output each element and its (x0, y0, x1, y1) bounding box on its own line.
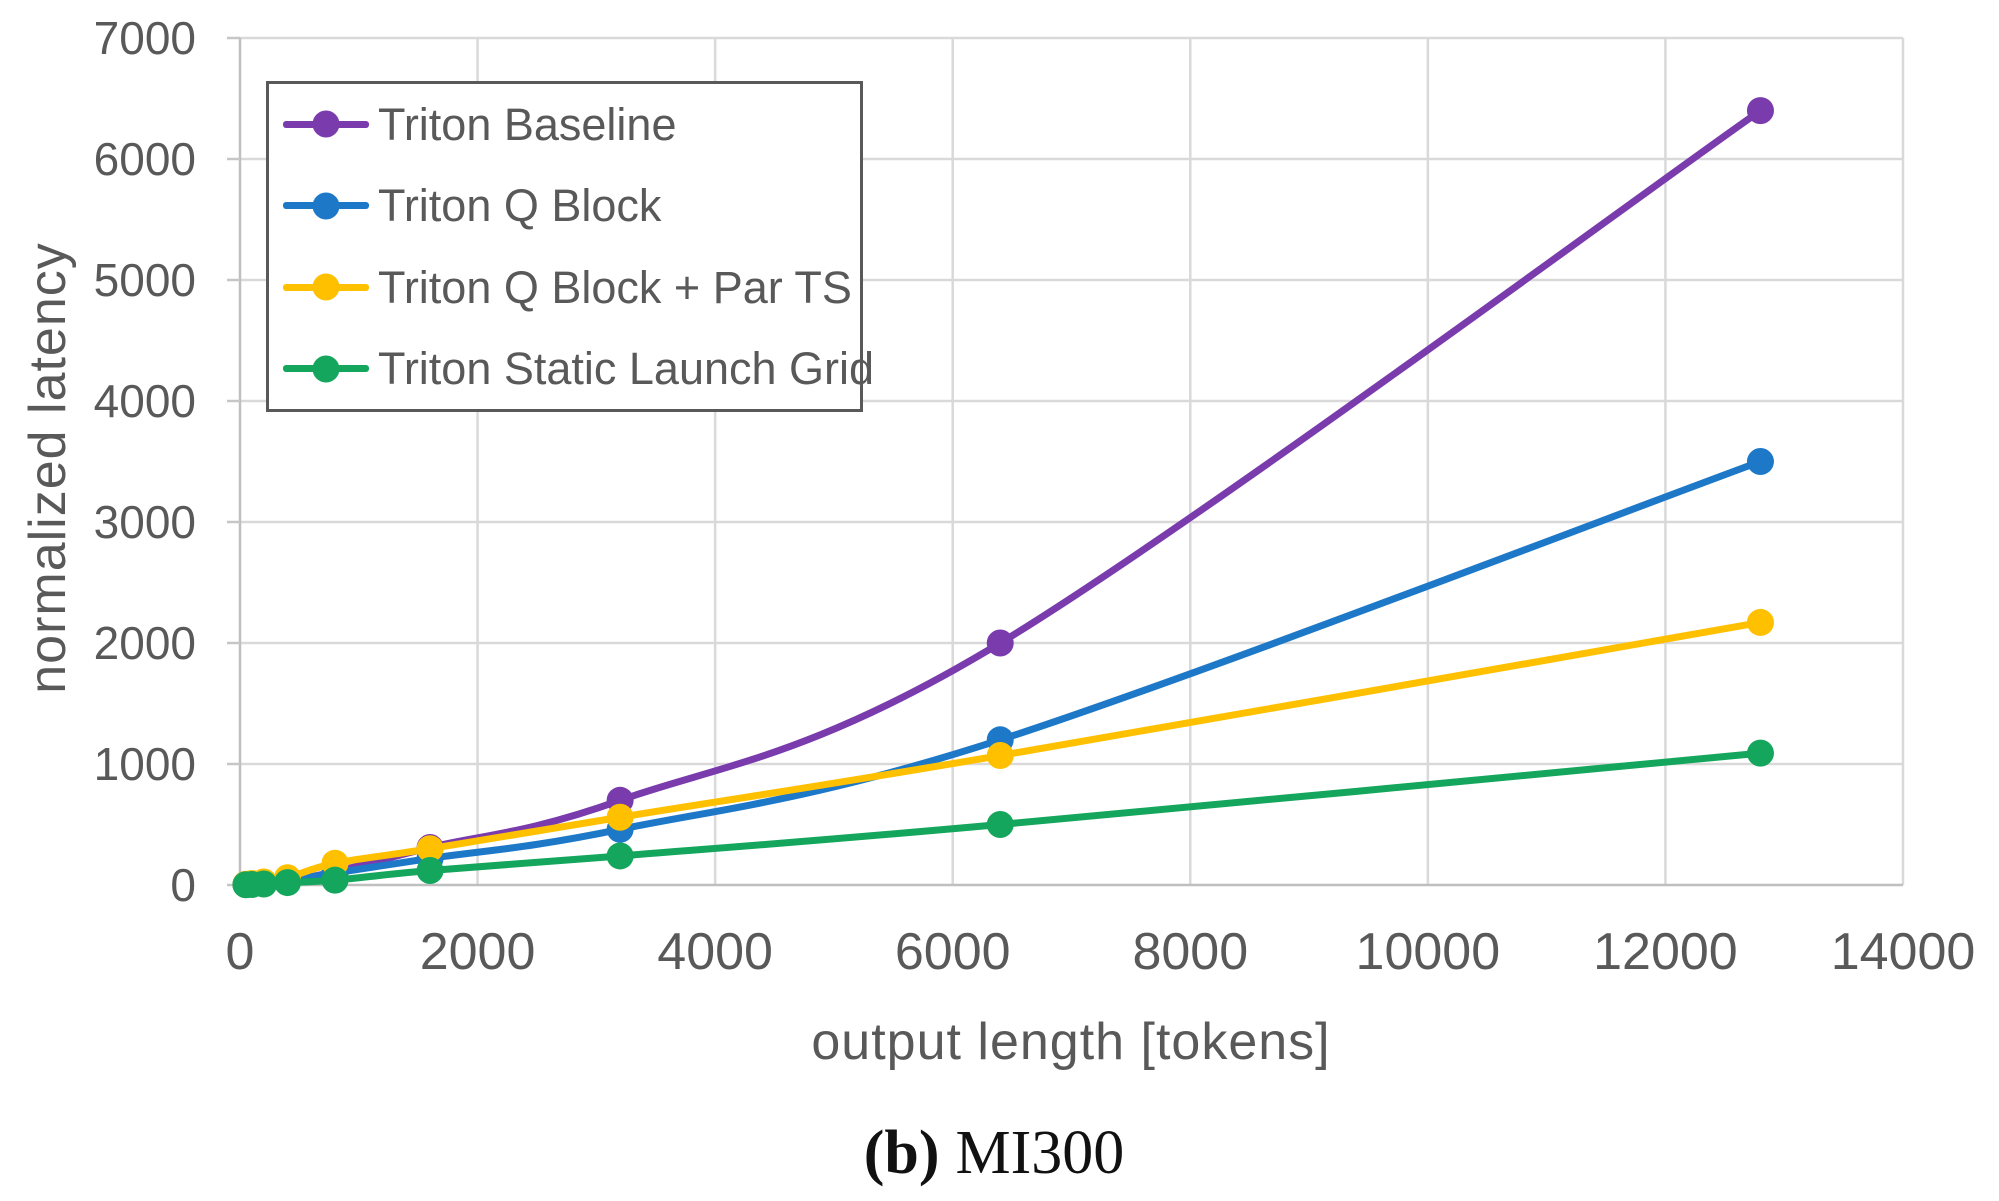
data-point-triton-static-launch-grid-x400 (274, 869, 302, 897)
x-tick-label-14000: 14000 (1831, 923, 1976, 981)
data-point-triton-q-block-par-ts-x3200 (606, 803, 634, 831)
y-tick-label-3000: 3000 (94, 496, 196, 548)
legend-marker-icon (283, 272, 369, 302)
caption-text: MI300 (955, 1119, 1125, 1187)
y-tick-label-7000: 7000 (94, 12, 196, 64)
x-tick-label-6000: 6000 (895, 923, 1011, 981)
data-point-triton-baseline-x12800 (1746, 97, 1774, 125)
data-point-triton-q-block-x12800 (1746, 448, 1774, 475)
chart-legend: Triton Baseline Triton Q Block Triton Q Bl… (266, 81, 874, 412)
data-point-triton-static-launch-grid-x12800 (1746, 739, 1774, 767)
y-tick-label-2000: 2000 (94, 617, 196, 669)
legend-marker-icon (283, 354, 369, 384)
y-tick-label-6000: 6000 (94, 133, 196, 185)
legend-label: Triton Q Block + Par TS (378, 261, 852, 313)
legend-item-triton-baseline: Triton Baseline (283, 99, 852, 149)
caption-index: (b) (863, 1119, 940, 1187)
data-point-triton-static-launch-grid-x800 (321, 866, 349, 894)
data-point-triton-baseline-x6400 (986, 629, 1014, 657)
y-tick-label-5000: 5000 (94, 254, 196, 306)
legend-item-triton-q-block-par-ts: Triton Q Block + Par TS (283, 262, 852, 312)
data-point-triton-q-block-par-ts-x6400 (986, 742, 1014, 770)
data-point-triton-static-launch-grid-x6400 (986, 811, 1014, 838)
x-tick-label-4000: 4000 (657, 923, 773, 981)
x-tick-label-2000: 2000 (420, 923, 536, 981)
legend-label: Triton Baseline (378, 98, 677, 150)
legend-marker-icon (283, 109, 369, 139)
data-point-triton-q-block-par-ts-x1600 (416, 835, 444, 863)
x-tick-label-0: 0 (226, 923, 255, 981)
y-tick-label-1000: 1000 (94, 738, 196, 790)
legend-label: Triton Static Launch Grid (378, 343, 875, 395)
x-tick-label-8000: 8000 (1132, 923, 1248, 981)
y-axis-title: normalized latency (19, 242, 77, 694)
data-point-triton-static-launch-grid-x3200 (606, 842, 634, 870)
data-point-triton-q-block-par-ts-x12800 (1746, 608, 1774, 636)
y-tick-label-4000: 4000 (94, 375, 196, 427)
data-point-triton-static-launch-grid-x200 (250, 870, 278, 898)
legend-item-triton-q-block: Triton Q Block (283, 181, 852, 231)
y-tick-label-0: 0 (170, 859, 196, 911)
legend-item-triton-static-launch-grid: Triton Static Launch Grid (283, 344, 874, 394)
legend-label: Triton Q Block (378, 180, 662, 232)
data-point-triton-static-launch-grid-x1600 (416, 856, 444, 884)
figure-caption: (b) MI300 (0, 1118, 1988, 1189)
x-tick-label-12000: 12000 (1593, 923, 1738, 981)
x-tick-label-10000: 10000 (1356, 923, 1501, 981)
x-axis-title: output length [tokens] (811, 1013, 1331, 1071)
legend-marker-icon (283, 191, 369, 221)
